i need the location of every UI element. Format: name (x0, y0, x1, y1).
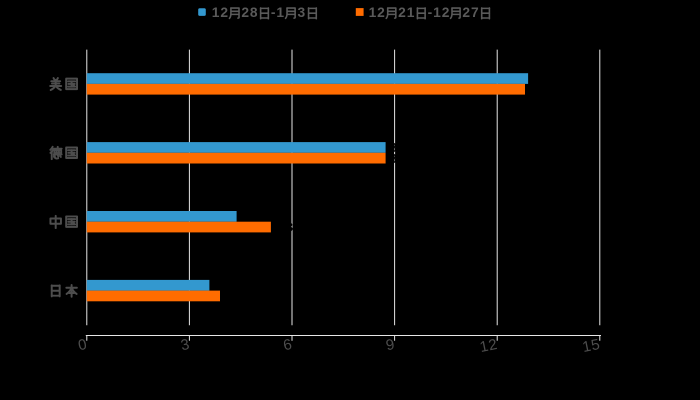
svg-text:3.57: 3.57 (213, 278, 238, 293)
svg-text:0: 0 (77, 336, 89, 354)
svg-text:6: 6 (282, 336, 294, 354)
svg-text:12.79: 12.79 (529, 82, 562, 97)
svg-text:12: 12 (478, 336, 499, 356)
svg-text:-12: -12 (428, 5, 451, 20)
svg-text:4.37: 4.37 (241, 209, 266, 224)
svg-text:12: 12 (369, 5, 386, 20)
svg-text:-1: -1 (271, 5, 285, 20)
svg-text:3: 3 (297, 5, 306, 20)
svg-text:12: 12 (212, 5, 229, 20)
svg-text:3.88: 3.88 (224, 289, 249, 304)
svg-text:5.37: 5.37 (275, 220, 300, 235)
svg-text:3: 3 (179, 336, 191, 354)
svg-text:21: 21 (398, 5, 415, 20)
svg-text:27: 27 (462, 5, 479, 20)
svg-text:12.88: 12.88 (532, 71, 565, 86)
svg-text:9: 9 (384, 336, 396, 354)
svg-text:8.72: 8.72 (390, 140, 415, 155)
svg-text:28: 28 (241, 5, 258, 20)
svg-text:15: 15 (581, 336, 602, 356)
svg-text:8.71: 8.71 (390, 151, 415, 166)
